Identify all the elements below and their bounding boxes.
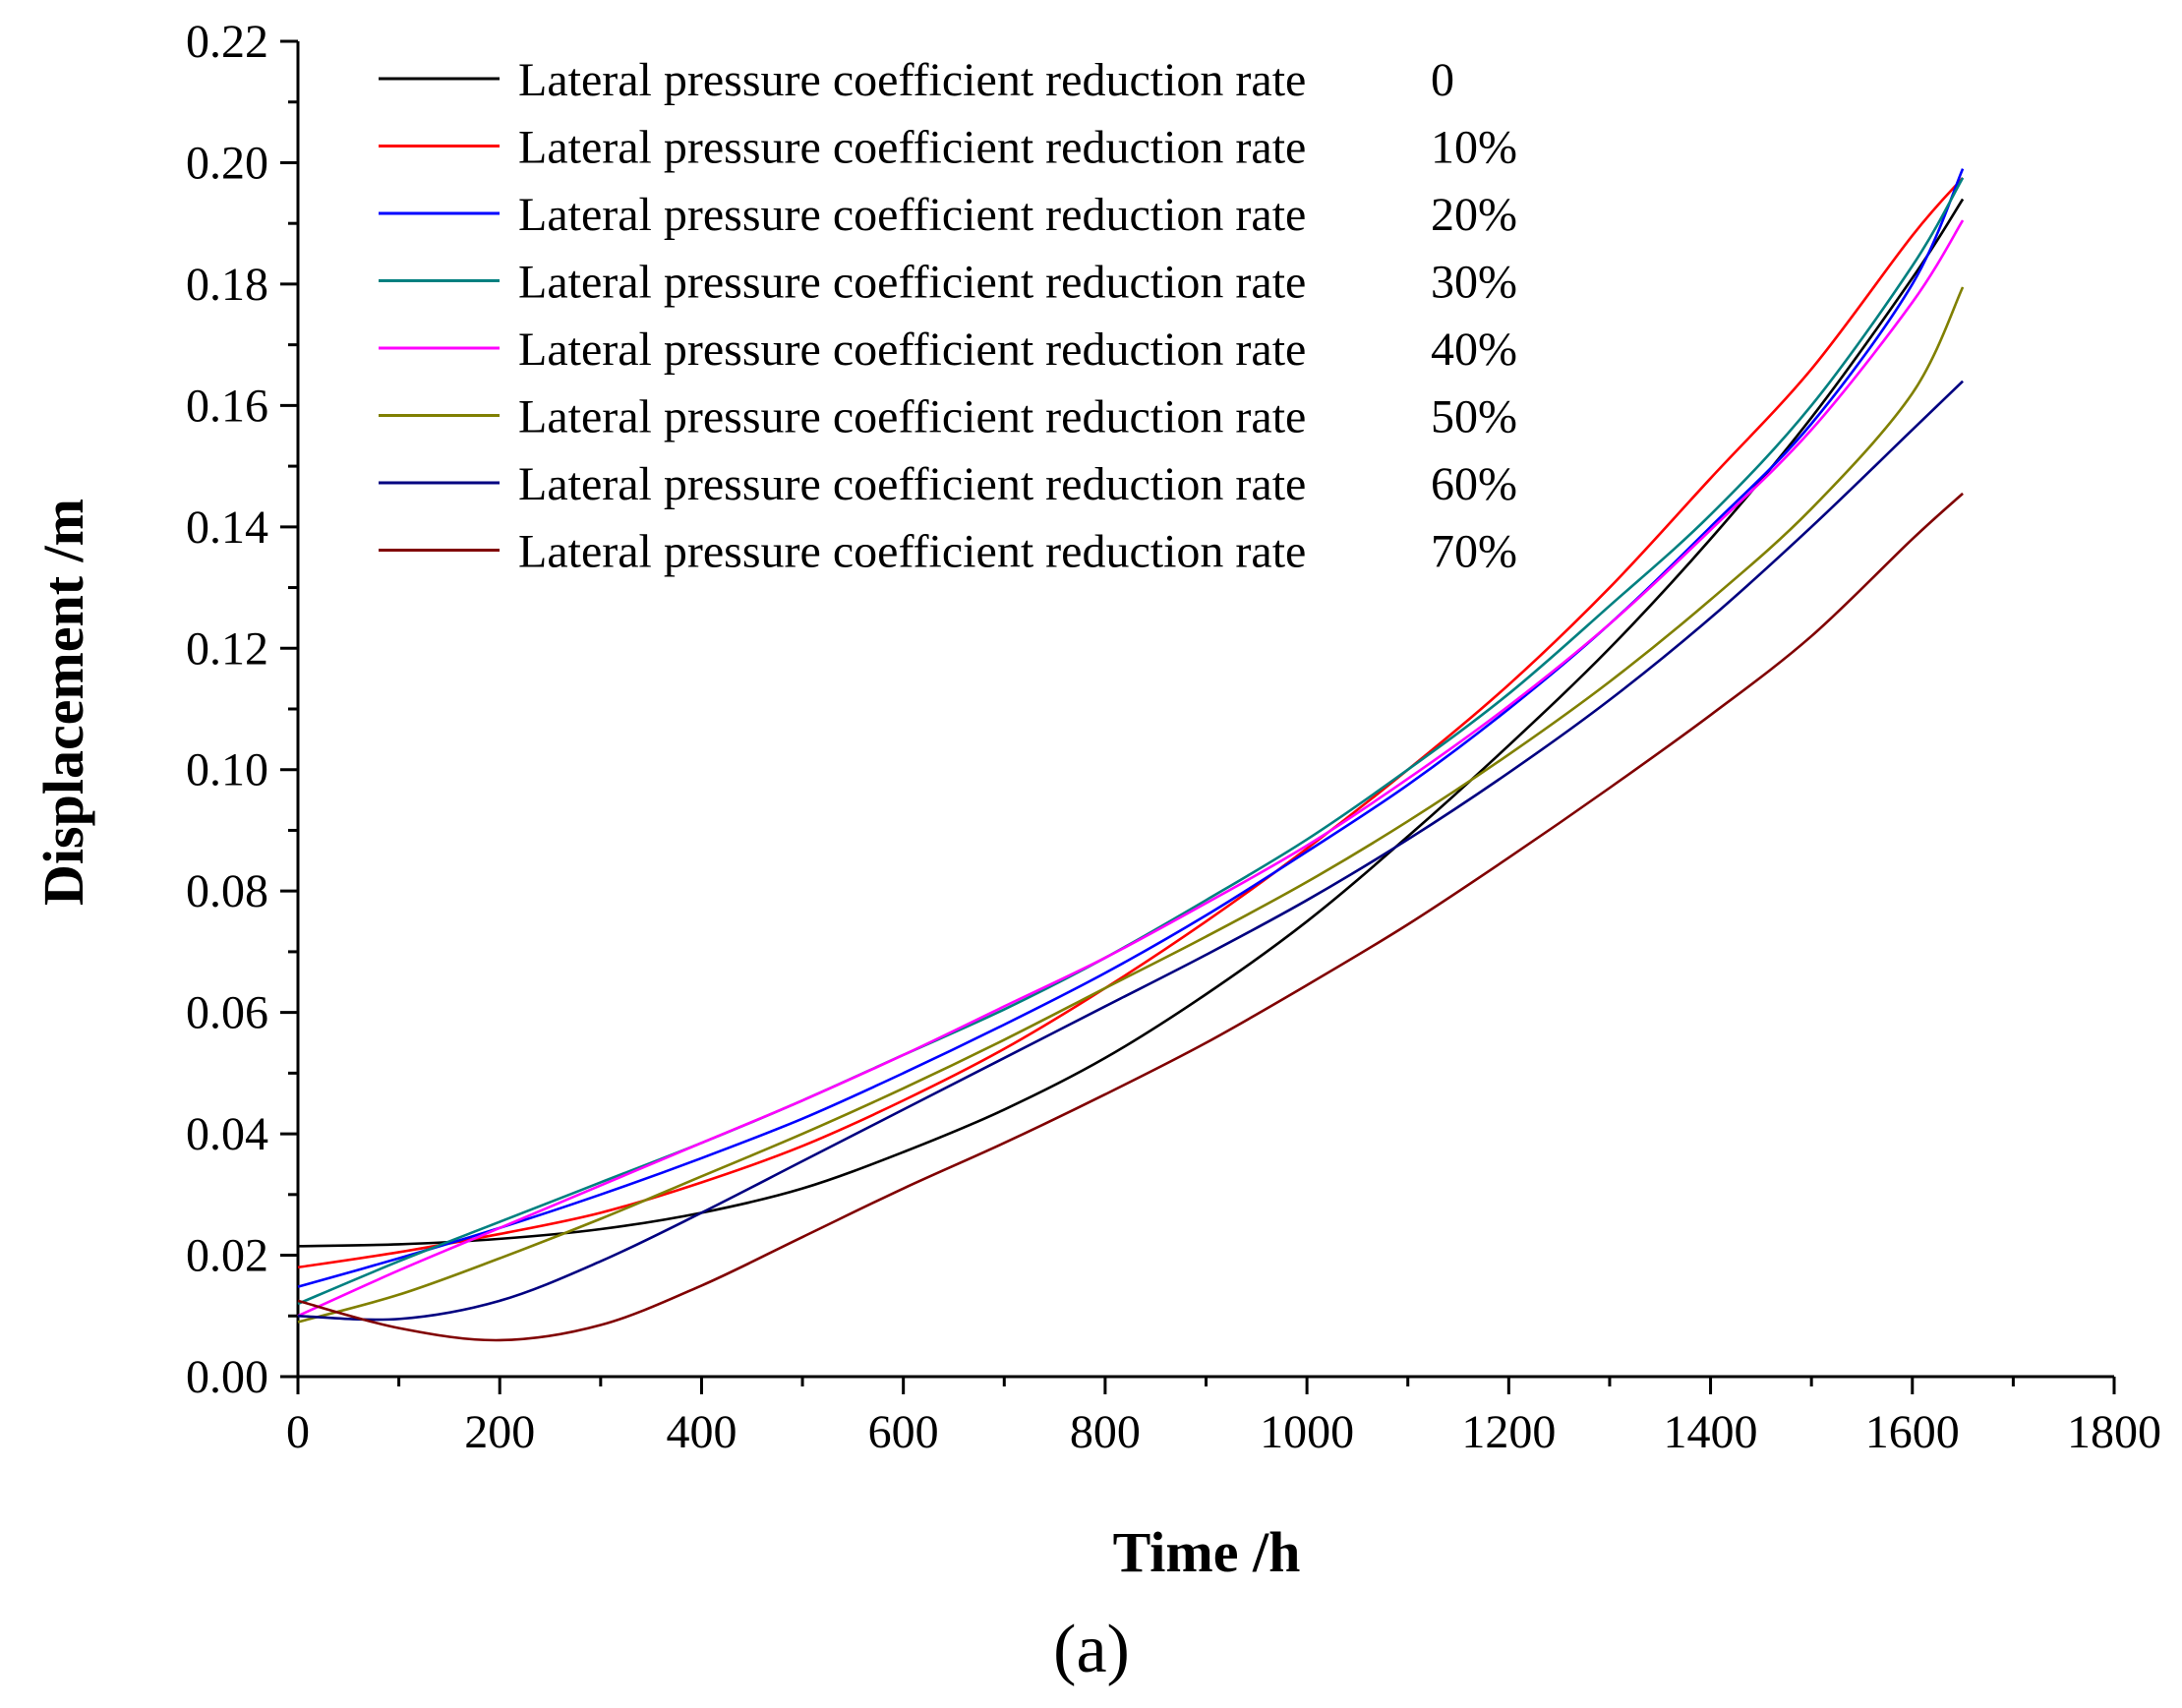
legend-rate: 10% <box>1431 122 1517 174</box>
y-tick-label: 0.22 <box>186 16 268 68</box>
y-tick-label: 0.02 <box>186 1230 268 1282</box>
y-tick-label: 0.08 <box>186 865 268 917</box>
legend-rate: 60% <box>1431 458 1517 510</box>
legend-label: Lateral pressure coefficient reduction r… <box>518 458 1306 510</box>
series-line-60pct <box>297 380 1964 1322</box>
series-line-50pct <box>297 286 1965 1324</box>
x-tick-label: 1200 <box>1461 1406 1556 1458</box>
series-line-0 <box>297 198 1965 1248</box>
y-tick-label: 0.20 <box>186 137 268 189</box>
x-tick-label: 1400 <box>1664 1406 1758 1458</box>
panel-label: (a) <box>1053 1612 1130 1687</box>
legend-rate: 40% <box>1431 324 1517 376</box>
y-tick-label: 0.16 <box>186 380 268 432</box>
y-tick-label: 0.06 <box>186 987 268 1039</box>
legend-label: Lateral pressure coefficient reduction r… <box>518 391 1306 443</box>
x-tick-label: 1800 <box>2067 1406 2161 1458</box>
series-line-10pct <box>297 177 1965 1269</box>
series-line-30pct <box>297 177 1965 1306</box>
x-tick-label: 1000 <box>1260 1406 1354 1458</box>
y-tick-label: 0.04 <box>186 1108 268 1160</box>
legend-rate: 50% <box>1431 391 1517 443</box>
x-tick-label: 1600 <box>1865 1406 1960 1458</box>
y-tick-label: 0.12 <box>186 622 268 675</box>
legend-rate: 20% <box>1431 189 1517 241</box>
legend-label: Lateral pressure coefficient reduction r… <box>518 324 1306 376</box>
series-line-70pct <box>297 492 1964 1342</box>
legend-rate: 0 <box>1431 54 1454 106</box>
y-tick-label: 0.10 <box>186 744 268 796</box>
x-axis-title: Time /h <box>1113 1520 1301 1584</box>
x-tick-label: 200 <box>464 1406 535 1458</box>
legend-label: Lateral pressure coefficient reduction r… <box>518 122 1306 174</box>
series-line-20pct <box>297 168 1965 1288</box>
y-tick-label: 0.18 <box>186 259 268 311</box>
x-tick-label: 600 <box>868 1406 939 1458</box>
x-tick-label: 0 <box>286 1406 310 1458</box>
legend-rate: 30% <box>1431 257 1517 309</box>
y-axis-title: Displacement /m <box>31 499 95 906</box>
legend-rate: 70% <box>1431 526 1517 578</box>
y-tick-label: 0.14 <box>186 501 268 554</box>
legend-label: Lateral pressure coefficient reduction r… <box>518 257 1306 309</box>
x-tick-label: 400 <box>666 1406 737 1458</box>
x-tick-label: 800 <box>1070 1406 1141 1458</box>
legend-label: Lateral pressure coefficient reduction r… <box>518 189 1306 241</box>
legend: Lateral pressure coefficient reduction r… <box>379 54 1517 578</box>
series-line-40pct <box>297 219 1965 1318</box>
axes: 0 200 400 600 800 1000 1200 1400 1600 1800 0.00 0.0… <box>186 16 2161 1458</box>
legend-label: Lateral pressure coefficient reduction r… <box>518 54 1306 106</box>
y-tick-label: 0.00 <box>186 1351 268 1403</box>
series-lines <box>297 168 1965 1342</box>
legend-label: Lateral pressure coefficient reduction r… <box>518 526 1306 578</box>
